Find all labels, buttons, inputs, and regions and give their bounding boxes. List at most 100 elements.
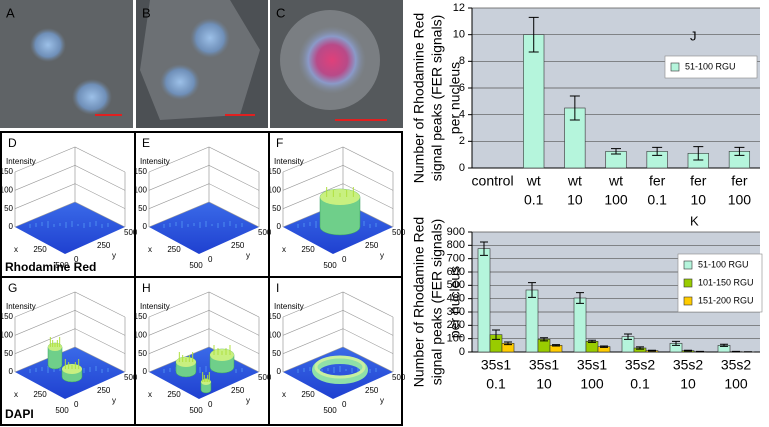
cell [190, 18, 230, 58]
y-tick-label: 0 [74, 255, 79, 264]
z-tick-label: 0 [9, 367, 14, 376]
z-tick-label: 50 [138, 204, 147, 213]
panel-label: C [276, 5, 285, 20]
y-tick-label: 500 [258, 228, 272, 237]
x-tick-label: 100 [728, 192, 752, 208]
bar [525, 289, 539, 353]
y-tick-label: 0 [74, 400, 79, 409]
error-bar [528, 16, 539, 53]
y-tick-label: 500 [124, 373, 138, 382]
z-tick-label: 100 [0, 330, 14, 339]
z-axis-label: Intensity [6, 157, 36, 166]
bar [523, 34, 545, 169]
x-axis-label: x [282, 390, 286, 399]
y-tick-label: 250 [231, 241, 245, 250]
y-tick-label: 0 [208, 400, 213, 409]
legend-box [664, 55, 758, 79]
error-bar [552, 344, 560, 347]
x-tick-label: 0.1 [630, 376, 650, 392]
x-tick-label: control [472, 173, 514, 189]
z-tick-label: 100 [268, 185, 282, 194]
surface-ring-top [314, 355, 366, 379]
y-axis-label: y [380, 396, 384, 405]
y-tick-label: 600 [447, 266, 465, 278]
y-axis-label: per nucleus [447, 266, 463, 338]
y-tick-label: 0 [342, 400, 347, 409]
y-axis-label: per nucleus [447, 62, 463, 134]
y-tick-label: 10 [453, 29, 465, 41]
x-tick-label: 250 [167, 245, 181, 254]
error-bar [648, 349, 656, 352]
z-tick-label: 0 [143, 367, 148, 376]
y-tick-label: 100 [447, 333, 465, 345]
x-tick-label: 10 [567, 192, 583, 208]
y-tick-label: 500 [392, 373, 406, 382]
y-tick-label: 250 [365, 386, 379, 395]
error-bar [540, 337, 548, 342]
y-tick-label: 250 [231, 386, 245, 395]
error-bar [672, 340, 680, 346]
y-axis-label: y [246, 396, 250, 405]
cell [160, 64, 200, 100]
z-axis-label: Intensity [274, 157, 304, 166]
x-tick-label: 100 [604, 192, 628, 208]
y-tick-label: 500 [124, 228, 138, 237]
x-tick-label: 500 [323, 406, 337, 415]
z-tick-label: 100 [134, 330, 148, 339]
error-bar [504, 341, 512, 346]
z-tick-label: 100 [268, 330, 282, 339]
x-tick-label: 500 [189, 406, 203, 415]
row-label: Rhodamine Red [5, 260, 96, 274]
z-tick-label: 0 [277, 367, 282, 376]
x-tick-label: 10 [680, 376, 696, 392]
bar [585, 341, 599, 353]
cell [298, 26, 366, 94]
x-tick-label: 250 [167, 390, 181, 399]
z-axis-label: Intensity [140, 157, 170, 166]
y-tick-label: 6 [459, 82, 465, 94]
x-tick-label: 250 [301, 390, 315, 399]
error-bar [720, 343, 728, 347]
y-axis-label: y [112, 251, 116, 260]
y-tick-label: 500 [258, 373, 272, 382]
y-tick-label: 2 [459, 135, 465, 147]
y-tick-label: 800 [447, 239, 465, 251]
y-tick-label: 0 [459, 162, 465, 174]
x-tick-label: 250 [33, 390, 47, 399]
z-tick-label: 150 [268, 167, 282, 176]
z-tick-label: 0 [143, 222, 148, 231]
y-axis-label: signal peaks (FER signals) [429, 219, 445, 386]
z-tick-label: 50 [272, 204, 281, 213]
y-tick-label: 400 [447, 293, 465, 305]
panel-label: I [276, 281, 279, 295]
y-tick-label: 500 [392, 228, 406, 237]
legend-label: 51-100 RGU [698, 259, 749, 269]
x-tick-label: 35s2 [721, 357, 752, 373]
panel-label: G [8, 281, 17, 295]
z-tick-label: 100 [0, 185, 14, 194]
x-tick-label: 250 [301, 245, 315, 254]
cell [72, 79, 112, 115]
legend-swatch [683, 278, 693, 288]
error-bar [600, 345, 608, 348]
x-tick-label: 35s1 [529, 357, 560, 373]
z-tick-label: 0 [277, 222, 282, 231]
z-tick-label: 50 [138, 349, 147, 358]
error-bar [528, 282, 536, 298]
y-tick-label: 700 [447, 253, 465, 265]
x-tick-label: 10 [690, 192, 706, 208]
y-tick-label: 12 [453, 2, 465, 14]
panel-label: K [690, 213, 699, 228]
y-tick-label: 250 [97, 241, 111, 250]
error-bar [576, 292, 584, 304]
y-tick-label: 200 [447, 319, 465, 331]
x-axis-label: x [148, 245, 152, 254]
panel-label: E [142, 136, 150, 150]
y-axis-label: Number of Rhodamine Red [411, 217, 427, 387]
x-tick-label: 500 [189, 261, 203, 270]
error-bar [636, 346, 644, 350]
